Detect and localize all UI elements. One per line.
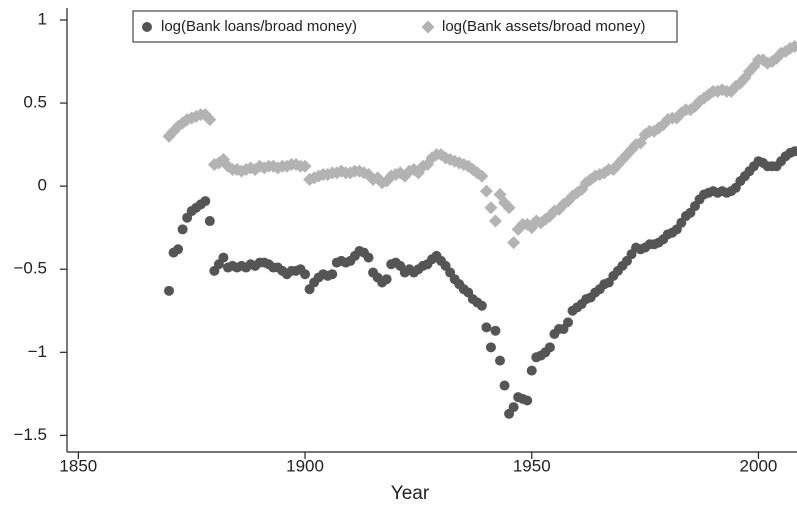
data-point [363,252,374,263]
data-point [508,402,519,413]
data-point [479,184,493,198]
data-point [476,300,487,311]
data-point [544,342,555,353]
x-tick-label: 1900 [286,456,324,475]
y-tick-label: −1.5 [13,425,47,444]
data-point [488,214,502,228]
x-tick-label: 1950 [513,456,551,475]
data-point [203,113,217,127]
data-point [298,159,312,173]
legend-marker [421,20,435,34]
legend-marker [142,22,152,32]
data-point [526,365,537,376]
data-point [485,342,496,353]
data-point [204,216,215,227]
legend-label: log(Bank assets/broad money) [442,18,645,35]
x-axis-label: Year [391,483,430,504]
y-tick-label: −1 [28,342,47,361]
data-point [490,325,501,336]
data-point [218,252,229,263]
data-point [300,269,311,280]
data-point [484,201,498,215]
data-point [499,380,510,391]
data-point [164,285,175,296]
y-tick-label: 1 [38,9,47,28]
data-point [563,317,574,328]
y-tick-label: 0.5 [23,93,47,112]
y-tick-label: −0.5 [13,259,47,278]
legend-box [132,10,678,43]
x-tick-label: 1850 [59,456,97,475]
legend-label: log(Bank loans/broad money) [161,18,357,35]
data-point [507,236,521,250]
data-point [173,244,184,255]
data-point [788,40,797,54]
data-point [481,322,492,333]
data-point [522,395,533,406]
data-point [475,169,489,183]
x-tick-label: 2000 [740,456,778,475]
data-point [789,146,797,157]
data-point [381,274,392,285]
data-point [177,224,188,235]
data-point [495,355,506,366]
data-point [200,196,211,207]
data-point [327,269,338,280]
y-tick-label: 0 [38,176,47,195]
data-point [502,201,516,215]
